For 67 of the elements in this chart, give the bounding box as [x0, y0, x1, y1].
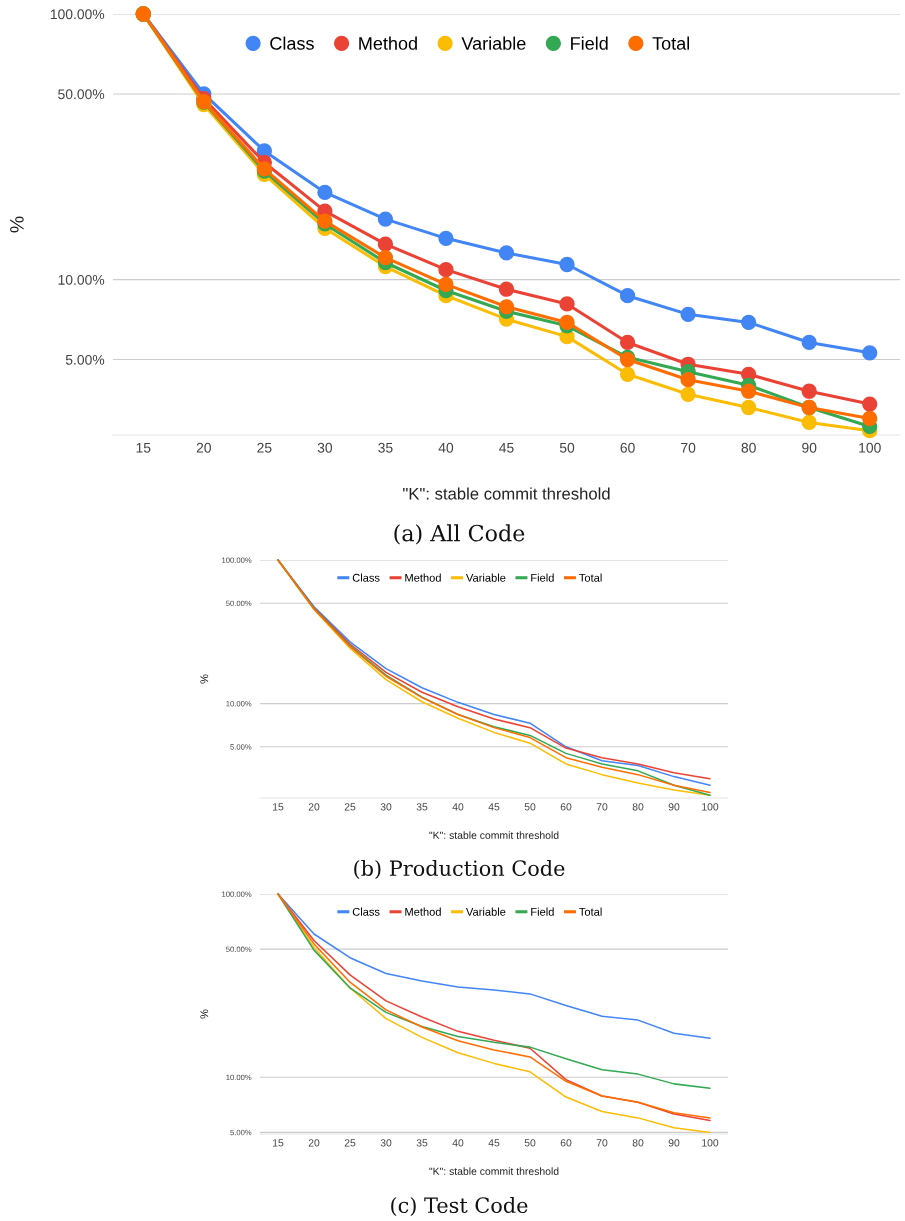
x-tick-label: 30: [317, 442, 333, 453]
x-tick-label: 80: [632, 803, 644, 811]
y-axis-title: %: [200, 674, 209, 684]
x-tick-label: 40: [452, 1139, 464, 1147]
x-tick-label: 20: [308, 1139, 320, 1147]
x-tick-label: 100: [859, 442, 881, 453]
text: (c) Test Code: [391, 1196, 528, 1216]
y-tick-label: 5.00%: [65, 354, 105, 365]
x-tick-label: 30: [380, 803, 392, 811]
x-tick-label: 25: [344, 1139, 356, 1147]
y-tick-label: 10.00%: [58, 274, 105, 285]
x-tick-label: 90: [802, 442, 817, 453]
text: (b) Production Code: [354, 859, 565, 879]
x-axis-title: "K": stable commit threshold: [429, 1167, 559, 1175]
legend-label: Field: [571, 36, 608, 50]
x-tick-label: 15: [273, 803, 284, 811]
legend-label: Total: [579, 573, 602, 582]
x-tick-label: 40: [438, 442, 454, 453]
x-tick-label: 70: [596, 803, 608, 811]
x-tick-label: 35: [378, 442, 393, 453]
x-tick-label: 70: [596, 1139, 608, 1147]
legend-label: Method: [405, 907, 441, 916]
legend-label: Class: [270, 36, 314, 50]
x-tick-label: 15: [136, 443, 151, 453]
x-axis-title: "K": stable commit threshold: [403, 487, 610, 500]
legend-label: Total: [652, 36, 690, 50]
x-tick-label: 40: [452, 803, 464, 811]
x-tick-label: 50: [524, 803, 536, 811]
x-tick-label: 60: [560, 1139, 572, 1147]
x-tick-label: 30: [380, 1139, 392, 1147]
legend-label: Class: [352, 573, 380, 582]
x-tick-label: 80: [632, 1139, 644, 1147]
y-tick-label: 100.00%: [50, 9, 105, 20]
x-tick-label: 50: [524, 1139, 536, 1147]
legend-label: Field: [531, 907, 554, 916]
x-axis-title: "K": stable commit threshold: [429, 831, 559, 839]
legend-label: Class: [352, 907, 380, 916]
x-tick-label: 15: [273, 1139, 284, 1147]
legend-label: Method: [359, 36, 417, 50]
legend-label: Field: [531, 573, 554, 582]
x-tick-label: 90: [668, 1139, 680, 1147]
text: (a) All Code: [394, 524, 525, 545]
x-tick-label: 35: [416, 1139, 428, 1147]
x-tick-label: 45: [488, 1139, 500, 1147]
x-tick-label: 45: [488, 803, 500, 811]
x-tick-label: 25: [257, 442, 272, 453]
x-tick-label: 25: [344, 803, 356, 811]
x-tick-label: 90: [668, 803, 680, 811]
legend-label: Variable: [465, 907, 506, 916]
x-tick-label: 100: [702, 1139, 719, 1147]
legend-label: Method: [405, 573, 441, 582]
x-tick-label: 35: [416, 803, 428, 811]
legend-label: Total: [579, 907, 602, 916]
y-axis-title: %: [10, 216, 24, 233]
legend-label: Variable: [465, 573, 506, 582]
x-tick-label: 100: [702, 803, 719, 811]
x-tick-label: 20: [196, 442, 211, 453]
x-tick-label: 50: [559, 442, 575, 453]
x-tick-label: 80: [741, 442, 756, 453]
x-tick-label: 60: [620, 442, 635, 453]
legend-label: Variable: [461, 36, 526, 50]
x-tick-label: 70: [681, 442, 696, 453]
y-tick-label: 50.00%: [58, 89, 105, 100]
y-axis-title: %: [200, 1009, 209, 1019]
x-tick-label: 45: [499, 443, 514, 453]
x-tick-label: 60: [560, 803, 572, 811]
x-tick-label: 20: [308, 803, 320, 811]
